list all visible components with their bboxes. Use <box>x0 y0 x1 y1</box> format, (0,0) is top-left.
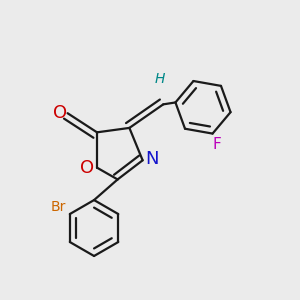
Text: H: H <box>155 72 166 86</box>
Text: O: O <box>80 159 94 177</box>
Text: N: N <box>145 150 159 168</box>
Text: O: O <box>53 104 67 122</box>
Text: F: F <box>212 137 221 152</box>
Text: Br: Br <box>51 200 66 214</box>
